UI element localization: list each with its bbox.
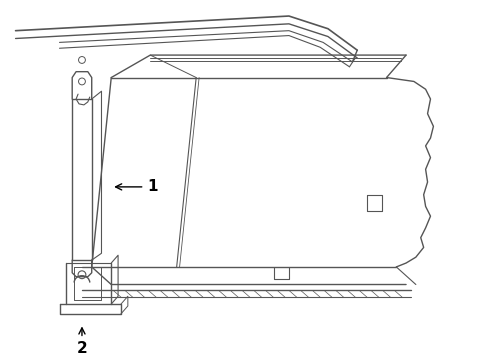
Text: 2: 2: [76, 328, 87, 356]
Text: 1: 1: [116, 179, 158, 194]
